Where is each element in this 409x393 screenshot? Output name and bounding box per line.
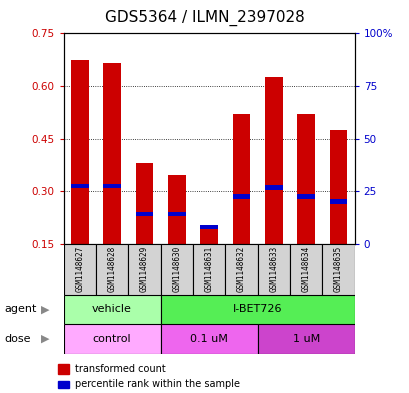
Bar <box>225 244 257 295</box>
Bar <box>200 228 218 244</box>
Bar <box>200 225 218 230</box>
Text: ▶: ▶ <box>41 334 49 344</box>
Bar <box>58 380 69 387</box>
Bar <box>71 60 88 244</box>
Bar <box>71 184 88 188</box>
Text: GSM1148633: GSM1148633 <box>269 246 278 292</box>
Text: 1 uM: 1 uM <box>292 334 319 344</box>
Bar <box>193 244 225 295</box>
Text: ▶: ▶ <box>41 305 49 314</box>
Text: vehicle: vehicle <box>92 305 132 314</box>
Text: transformed count: transformed count <box>74 364 165 374</box>
Bar <box>321 244 354 295</box>
Bar <box>289 244 321 295</box>
Bar <box>264 77 282 244</box>
Text: GSM1148627: GSM1148627 <box>75 246 84 292</box>
Text: GSM1148630: GSM1148630 <box>172 246 181 292</box>
Text: percentile rank within the sample: percentile rank within the sample <box>74 379 239 389</box>
Text: GSM1148634: GSM1148634 <box>301 246 310 292</box>
Text: control: control <box>92 334 131 344</box>
Bar <box>329 199 346 204</box>
Bar <box>257 324 354 354</box>
Bar <box>264 185 282 190</box>
Text: 0.1 uM: 0.1 uM <box>190 334 227 344</box>
Bar <box>63 324 160 354</box>
Text: GDS5364 / ILMN_2397028: GDS5364 / ILMN_2397028 <box>105 9 304 26</box>
Bar <box>160 295 354 324</box>
Bar <box>329 130 346 244</box>
Bar <box>160 324 257 354</box>
Bar <box>160 244 193 295</box>
Text: GSM1148632: GSM1148632 <box>236 246 245 292</box>
Bar <box>297 194 314 198</box>
Text: dose: dose <box>4 334 31 344</box>
Bar <box>167 211 185 216</box>
Text: GSM1148628: GSM1148628 <box>107 246 116 292</box>
Text: GSM1148631: GSM1148631 <box>204 246 213 292</box>
Text: GSM1148635: GSM1148635 <box>333 246 342 292</box>
Text: agent: agent <box>4 305 36 314</box>
Text: I-BET726: I-BET726 <box>232 305 282 314</box>
Bar <box>128 244 160 295</box>
Bar <box>103 63 121 244</box>
Bar <box>232 194 250 198</box>
Bar <box>96 244 128 295</box>
Bar <box>257 244 289 295</box>
Bar <box>135 163 153 244</box>
Bar <box>135 211 153 216</box>
Bar <box>167 175 185 244</box>
Bar <box>63 244 96 295</box>
Bar <box>297 114 314 244</box>
Bar <box>232 114 250 244</box>
Bar <box>63 295 160 324</box>
Bar <box>58 364 69 373</box>
Text: GSM1148629: GSM1148629 <box>139 246 148 292</box>
Bar <box>103 184 121 188</box>
